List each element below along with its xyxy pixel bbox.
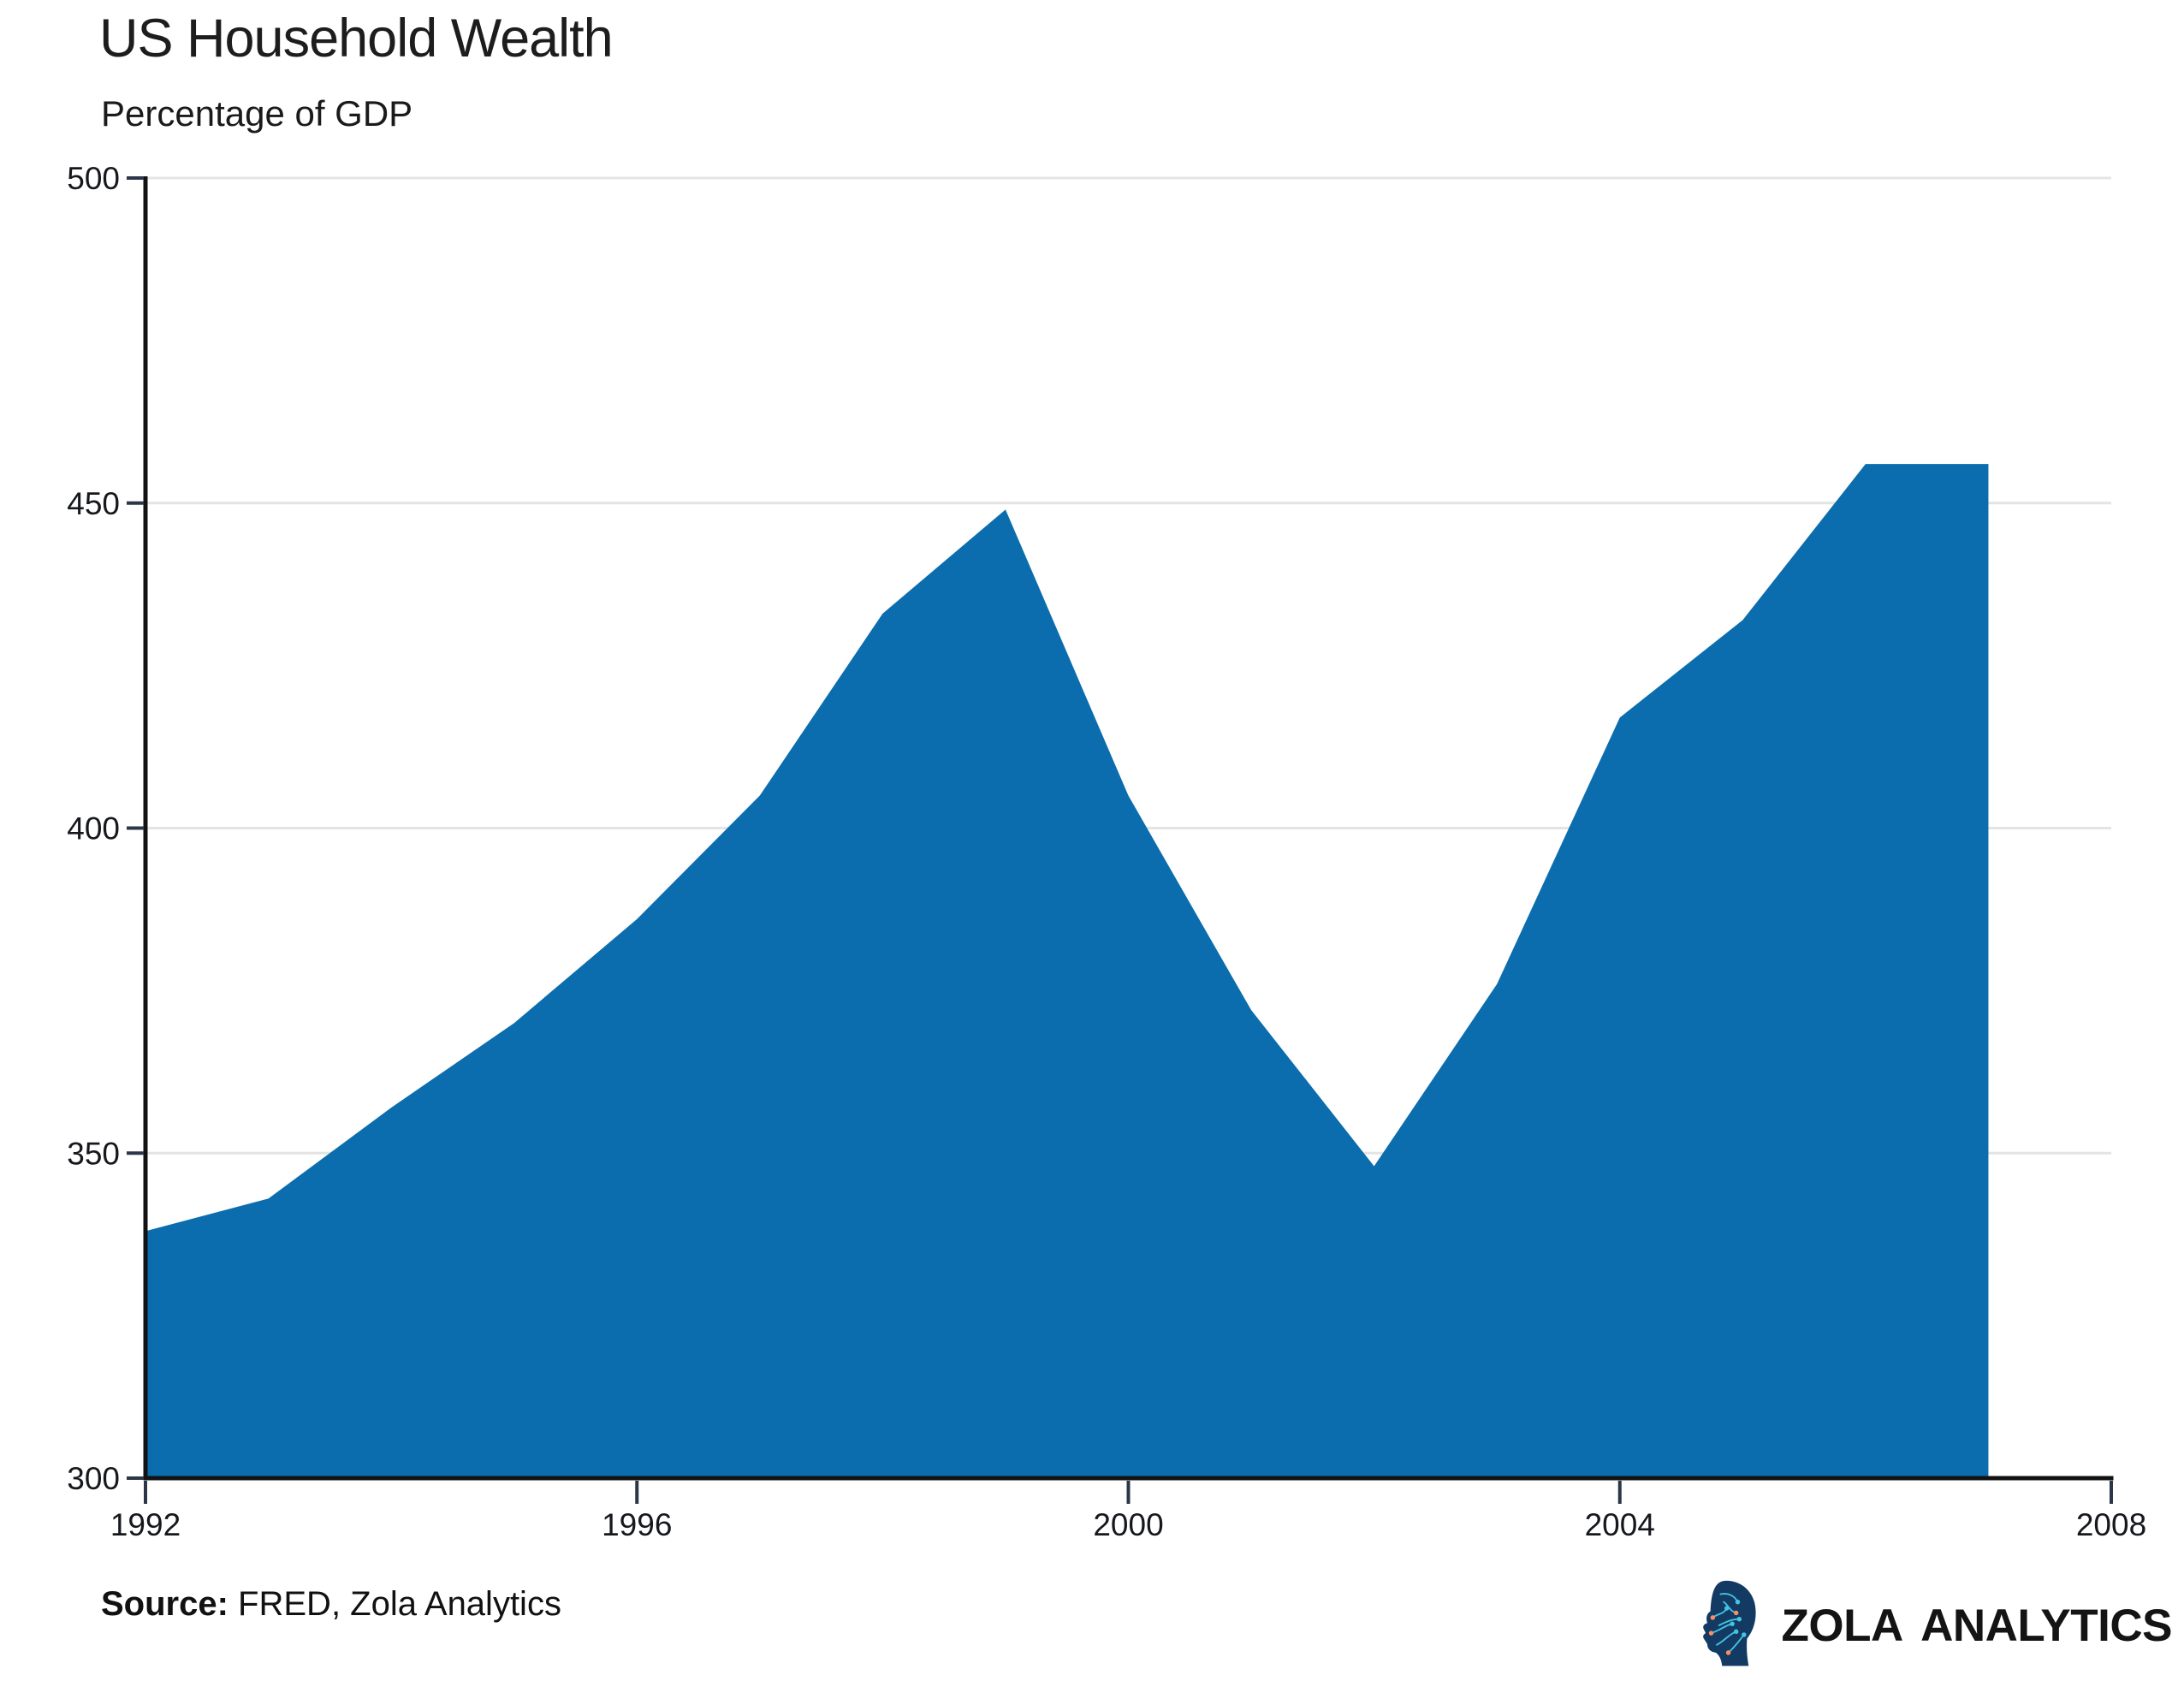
source-note: Source: FRED, Zola Analytics: [101, 1585, 561, 1624]
x-tick-label-2000: 2000: [1093, 1507, 1163, 1542]
source-label: Source:: [101, 1585, 228, 1623]
area-series: [145, 464, 1989, 1479]
y-tick-label-500: 500: [67, 161, 120, 196]
circuit-head-icon: [1689, 1577, 1760, 1674]
chart-subtitle: Percentage of GDP: [101, 93, 413, 134]
x-tick-label-1996: 1996: [602, 1507, 672, 1542]
y-tick-label-300: 300: [67, 1461, 120, 1496]
x-tick-label-2004: 2004: [1585, 1507, 1655, 1542]
logo-text: ZOLA ANALYTICS: [1781, 1600, 2173, 1651]
source-text: FRED, Zola Analytics: [228, 1585, 561, 1623]
y-tick-label-450: 450: [67, 486, 120, 521]
zola-analytics-logo: ZOLA ANALYTICS: [1689, 1573, 2173, 1678]
y-tick-label-350: 350: [67, 1136, 120, 1171]
y-tick-label-400: 400: [67, 811, 120, 846]
x-tick-label-2008: 2008: [2076, 1507, 2146, 1542]
x-tick-label-1992: 1992: [110, 1507, 181, 1542]
chart-title: US Household Wealth: [99, 9, 614, 68]
